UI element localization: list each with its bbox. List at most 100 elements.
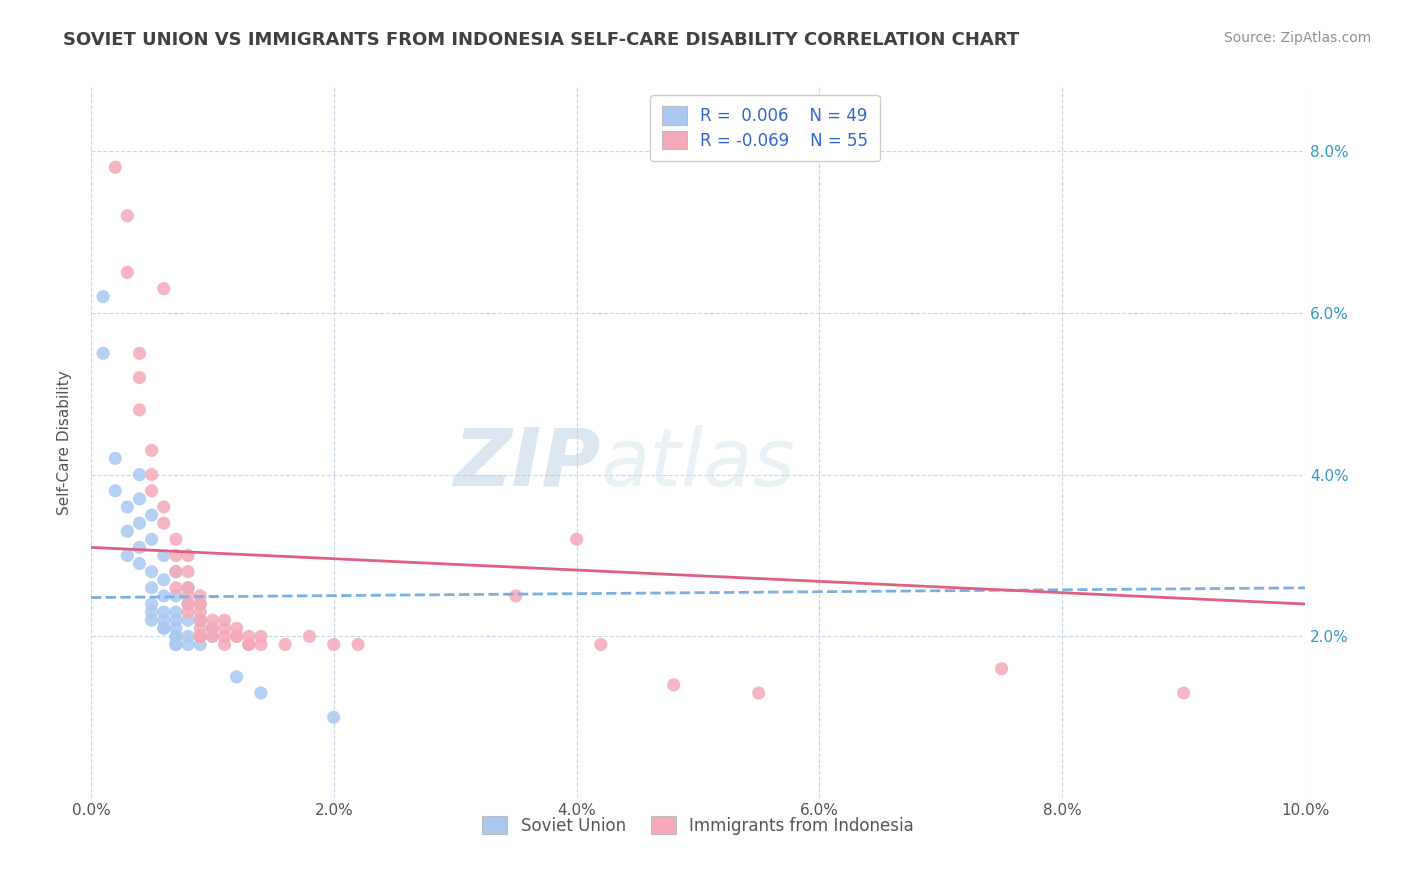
Point (177, 549, 200, 563)
Point (298, 629, 321, 643)
Text: ZIP: ZIP (454, 425, 600, 502)
Point (188, 605, 211, 619)
Point (128, 557, 150, 571)
Text: SOVIET UNION VS IMMIGRANTS FROM INDONESIA SELF-CARE DISABILITY CORRELATION CHART: SOVIET UNION VS IMMIGRANTS FROM INDONESI… (63, 31, 1019, 49)
Point (188, 621, 211, 635)
Point (322, 710, 344, 724)
Y-axis label: Self-Care Disability: Self-Care Disability (58, 370, 72, 515)
Point (188, 613, 211, 627)
Point (165, 637, 187, 651)
Point (165, 613, 187, 627)
Legend: Soviet Union, Immigrants from Indonesia: Soviet Union, Immigrants from Indonesia (474, 808, 922, 843)
Point (225, 629, 247, 643)
Point (238, 637, 260, 651)
Point (250, 637, 273, 651)
Point (152, 613, 174, 627)
Point (152, 549, 174, 563)
Point (104, 451, 127, 466)
Point (214, 613, 236, 627)
Point (188, 629, 211, 643)
Point (748, 686, 770, 700)
Point (214, 637, 236, 651)
Point (188, 613, 211, 627)
Point (152, 573, 174, 587)
Point (201, 621, 224, 635)
Point (165, 549, 187, 563)
Point (141, 443, 163, 458)
Point (128, 346, 150, 360)
Point (201, 629, 224, 643)
Point (201, 629, 224, 643)
Point (188, 637, 211, 651)
Point (165, 581, 187, 595)
Point (165, 605, 187, 619)
Point (141, 508, 163, 522)
Point (141, 605, 163, 619)
Point (165, 621, 187, 635)
Point (238, 637, 260, 651)
Point (141, 597, 163, 611)
Point (117, 524, 139, 539)
Point (238, 629, 260, 643)
Point (152, 516, 174, 530)
Point (141, 613, 163, 627)
Point (177, 613, 200, 627)
Point (141, 565, 163, 579)
Point (990, 662, 1012, 676)
Point (141, 483, 163, 498)
Point (152, 621, 174, 635)
Point (177, 565, 200, 579)
Point (104, 160, 127, 174)
Point (152, 589, 174, 603)
Point (347, 637, 370, 651)
Point (128, 491, 150, 506)
Point (165, 629, 187, 643)
Point (214, 621, 236, 635)
Point (152, 605, 174, 619)
Point (662, 678, 685, 692)
Point (165, 629, 187, 643)
Text: Source: ZipAtlas.com: Source: ZipAtlas.com (1223, 31, 1371, 45)
Point (117, 500, 139, 514)
Point (188, 597, 211, 611)
Point (128, 370, 150, 384)
Point (177, 597, 200, 611)
Point (177, 589, 200, 603)
Point (165, 565, 187, 579)
Point (214, 629, 236, 643)
Point (152, 282, 174, 296)
Point (165, 533, 187, 547)
Point (177, 581, 200, 595)
Point (250, 686, 273, 700)
Point (177, 597, 200, 611)
Point (128, 403, 150, 417)
Point (177, 581, 200, 595)
Point (177, 629, 200, 643)
Point (188, 597, 211, 611)
Point (201, 621, 224, 635)
Point (188, 629, 211, 643)
Point (274, 637, 297, 651)
Point (141, 533, 163, 547)
Point (128, 541, 150, 555)
Point (104, 483, 127, 498)
Point (188, 629, 211, 643)
Point (225, 629, 247, 643)
Point (177, 605, 200, 619)
Point (225, 670, 247, 684)
Point (117, 209, 139, 223)
Point (117, 549, 139, 563)
Point (117, 265, 139, 279)
Point (177, 637, 200, 651)
Point (565, 533, 588, 547)
Text: atlas: atlas (600, 425, 796, 502)
Point (589, 637, 612, 651)
Point (141, 581, 163, 595)
Point (165, 565, 187, 579)
Point (1173, 686, 1195, 700)
Point (128, 516, 150, 530)
Point (165, 589, 187, 603)
Point (250, 629, 273, 643)
Point (188, 589, 211, 603)
Point (322, 637, 344, 651)
